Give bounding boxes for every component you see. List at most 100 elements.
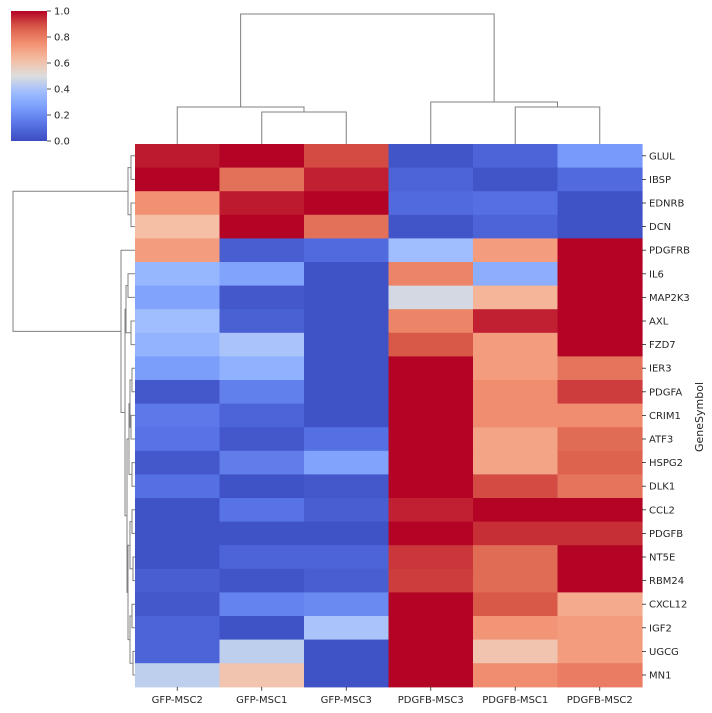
heatmap-cell-EDNRB-GFP-MSC2 <box>135 191 221 216</box>
heatmap-cell-IBSP-PDGFB-MSC1 <box>473 167 559 192</box>
heatmap-cell-FZD7-GFP-MSC2 <box>135 332 221 357</box>
heatmap-cell-IER3-PDGFB-MSC2 <box>557 356 643 381</box>
colorbar-fill <box>11 11 47 141</box>
heatmap-cell-PDGFB-PDGFB-MSC2 <box>557 521 643 546</box>
heatmap-cell-AXL-PDGFB-MSC1 <box>473 309 559 334</box>
heatmap-cell-EDNRB-GFP-MSC1 <box>219 191 305 216</box>
dendrogram-link <box>127 273 135 298</box>
heatmap-cell-PDGFRB-PDGFB-MSC2 <box>557 238 643 263</box>
row-label: IL6 <box>649 269 664 280</box>
heatmap-cell-CRIM1-GFP-MSC2 <box>135 403 221 428</box>
heatmap-cell-PDGFA-PDGFB-MSC2 <box>557 380 643 405</box>
heatmap-cell-IGF2-GFP-MSC1 <box>219 616 305 641</box>
row-label: RBM24 <box>649 576 684 587</box>
heatmap-cell-RBM24-PDGFB-MSC1 <box>473 568 559 593</box>
heatmap-cell-PDGFB-PDGFB-MSC3 <box>388 521 474 546</box>
heatmap-cell-UGCG-PDGFB-MSC3 <box>388 639 474 664</box>
heatmap-cell-CXCL12-GFP-MSC3 <box>304 592 390 617</box>
heatmap-cell-GLUL-GFP-MSC2 <box>135 144 221 169</box>
heatmap-cell-DCN-GFP-MSC1 <box>219 214 305 239</box>
heatmap-cell-FZD7-PDGFB-MSC3 <box>388 332 474 357</box>
dendrogram-link <box>130 320 135 346</box>
heatmap-cell-MN1-PDGFB-MSC3 <box>388 663 474 688</box>
heatmap-cell-MAP2K3-GFP-MSC1 <box>219 285 305 310</box>
row-label: DCN <box>649 222 671 233</box>
heatmap-cell-IER3-GFP-MSC3 <box>304 356 390 381</box>
heatmap-cell-MN1-GFP-MSC2 <box>135 663 221 688</box>
colorbar-tick-label: 0.8 <box>54 33 70 44</box>
dendrogram-link <box>261 111 347 144</box>
heatmap-cell-FZD7-PDGFB-MSC1 <box>473 332 559 357</box>
heatmap-cell-FZD7-GFP-MSC1 <box>219 332 305 357</box>
heatmap-cell-NT5E-GFP-MSC2 <box>135 545 221 570</box>
heatmap-cell-NT5E-PDGFB-MSC2 <box>557 545 643 570</box>
heatmap-cell-IBSP-PDGFB-MSC2 <box>557 167 643 192</box>
heatmap-cell-CCL2-GFP-MSC3 <box>304 498 390 523</box>
heatmap-cell-NT5E-GFP-MSC3 <box>304 545 390 570</box>
heatmap-cell-HSPG2-GFP-MSC2 <box>135 450 221 475</box>
row-label: MN1 <box>649 671 671 682</box>
heatmap-cell-PDGFB-GFP-MSC1 <box>219 521 305 546</box>
heatmap-cell-CCL2-PDGFB-MSC1 <box>473 498 559 523</box>
heatmap-cell-DCN-PDGFB-MSC2 <box>557 214 643 239</box>
heatmap-cell-IGF2-GFP-MSC3 <box>304 616 390 641</box>
colorbar-tick-label: 0.4 <box>54 85 70 96</box>
heatmap-cell-DLK1-GFP-MSC1 <box>219 474 305 499</box>
row-label: IER3 <box>649 364 672 375</box>
heatmap-cell-GLUL-GFP-MSC3 <box>304 144 390 169</box>
heatmap-cell-CXCL12-GFP-MSC2 <box>135 592 221 617</box>
heatmap-cell-IER3-GFP-MSC2 <box>135 356 221 381</box>
heatmap-cell-CCL2-PDGFB-MSC2 <box>557 498 643 523</box>
heatmap-cell-NT5E-PDGFB-MSC3 <box>388 545 474 570</box>
heatmap-cell-PDGFRB-GFP-MSC1 <box>219 238 305 263</box>
heatmap-cell-DLK1-PDGFB-MSC1 <box>473 474 559 499</box>
dendrogram-link <box>514 106 601 144</box>
column-label: GFP-MSC1 <box>236 695 287 706</box>
heatmap-cell-PDGFRB-PDGFB-MSC1 <box>473 238 559 263</box>
row-label: ATF3 <box>649 435 673 446</box>
heatmap-cell-IL6-PDGFB-MSC3 <box>388 262 474 287</box>
heatmap-cell-IER3-PDGFB-MSC1 <box>473 356 559 381</box>
heatmap-cell-IBSP-GFP-MSC2 <box>135 167 221 192</box>
column-label: GFP-MSC3 <box>321 695 372 706</box>
heatmap-cell-PDGFA-GFP-MSC3 <box>304 380 390 405</box>
dendrogram-link <box>240 13 495 107</box>
heatmap-cell-IL6-GFP-MSC3 <box>304 262 390 287</box>
dendrogram-link <box>132 556 135 582</box>
row-label: AXL <box>649 317 669 328</box>
dendrogram-link <box>131 603 135 629</box>
heatmap-cell-MN1-PDGFB-MSC2 <box>557 663 643 688</box>
heatmap-cell-PDGFRB-PDGFB-MSC3 <box>388 238 474 263</box>
heatmap-cell-IBSP-PDGFB-MSC3 <box>388 167 474 192</box>
heatmap-cell-DLK1-GFP-MSC2 <box>135 474 221 499</box>
dendrogram-link <box>130 414 135 440</box>
row-label: PDGFB <box>649 529 683 540</box>
heatmap-cell-UGCG-GFP-MSC2 <box>135 639 221 664</box>
heatmap-cell-EDNRB-PDGFB-MSC2 <box>557 191 643 216</box>
heatmap-cell-UGCG-GFP-MSC1 <box>219 639 305 664</box>
dendrogram-link <box>131 509 135 534</box>
heatmap-cell-AXL-PDGFB-MSC2 <box>557 309 643 334</box>
heatmap-cell-GLUL-PDGFB-MSC2 <box>557 144 643 169</box>
heatmap-cell-AXL-PDGFB-MSC3 <box>388 309 474 334</box>
row-label: HSPG2 <box>649 458 683 469</box>
row-label: FZD7 <box>649 340 676 351</box>
dendrogram-link <box>131 367 135 393</box>
heatmap-cell-CRIM1-GFP-MSC3 <box>304 403 390 428</box>
heatmap-cell-ATF3-GFP-MSC1 <box>219 427 305 452</box>
heatmap-cell-IGF2-PDGFB-MSC3 <box>388 616 474 641</box>
heatmap-cell-PDGFB-GFP-MSC3 <box>304 521 390 546</box>
heatmap-cell-HSPG2-PDGFB-MSC3 <box>388 450 474 475</box>
heatmap-cell-IBSP-GFP-MSC1 <box>219 167 305 192</box>
heatmap-cell-PDGFRB-GFP-MSC3 <box>304 238 390 263</box>
heatmap-cell-UGCG-PDGFB-MSC1 <box>473 639 559 664</box>
dendrogram-link <box>12 190 128 332</box>
heatmap-cell-PDGFA-PDGFB-MSC1 <box>473 380 559 405</box>
heatmap-cell-NT5E-PDGFB-MSC1 <box>473 545 559 570</box>
heatmap-cell-HSPG2-GFP-MSC3 <box>304 450 390 475</box>
row-label: NT5E <box>649 553 675 564</box>
heatmap-cell-IER3-PDGFB-MSC3 <box>388 356 474 381</box>
heatmap-cell-AXL-GFP-MSC1 <box>219 309 305 334</box>
column-dendrogram <box>176 13 601 144</box>
